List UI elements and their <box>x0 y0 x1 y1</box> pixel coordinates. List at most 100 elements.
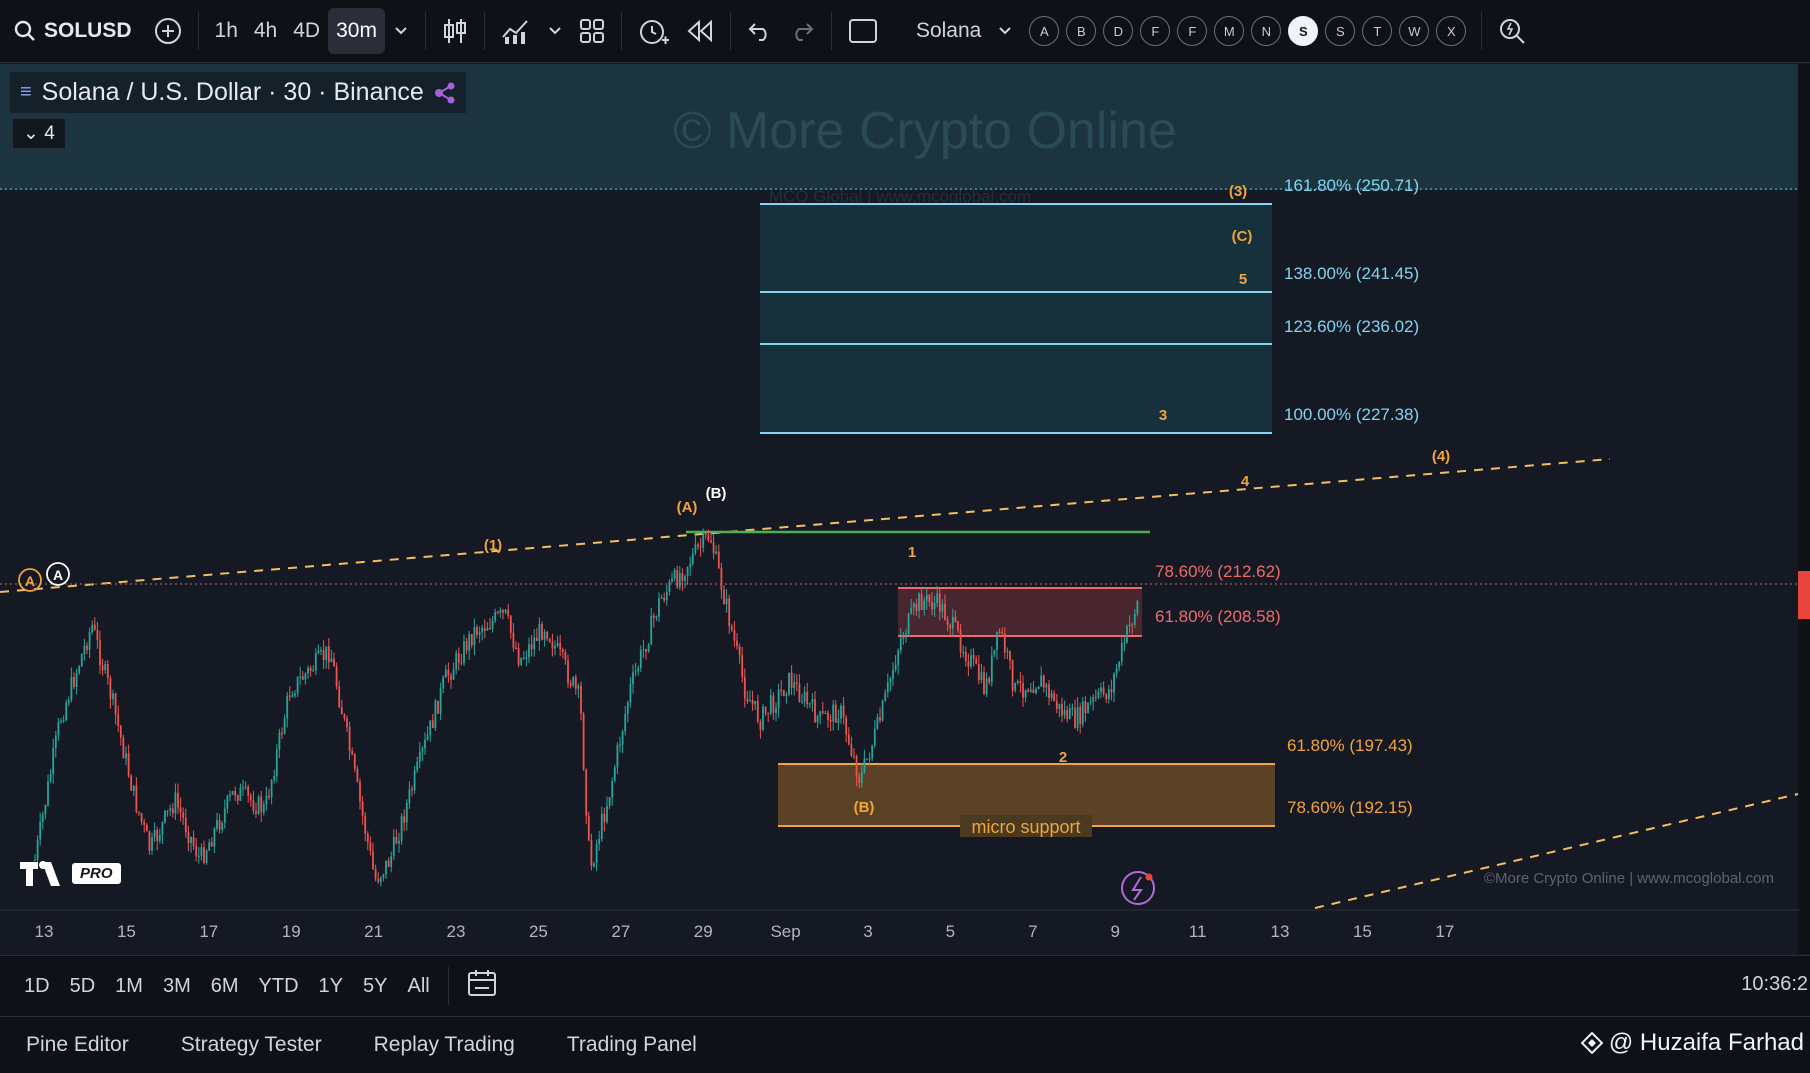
candle-body <box>741 655 744 677</box>
alert-button[interactable] <box>630 8 678 54</box>
symbol-search[interactable]: SOLUSD <box>0 0 146 62</box>
circle-button-b[interactable]: B <box>1066 16 1097 46</box>
candle-body <box>912 603 915 608</box>
top-toolbar: SOLUSD 1h 4h 4D 30m Solana A <box>0 0 1810 63</box>
layout-dropdown-button[interactable] <box>989 8 1021 54</box>
candle-body <box>998 631 1001 633</box>
candle-body <box>307 667 309 674</box>
circle-button-x[interactable]: X <box>1436 16 1467 46</box>
range-1y[interactable]: 1Y <box>318 974 344 997</box>
candle-body <box>1040 675 1043 687</box>
candle-body <box>528 644 530 658</box>
interval-dropdown-button[interactable] <box>385 8 417 54</box>
candle-body <box>335 666 338 687</box>
tab-strategy-tester[interactable]: Strategy Tester <box>180 1033 322 1056</box>
candle-body <box>1100 687 1102 692</box>
candle-body <box>125 753 127 759</box>
candle-body <box>408 789 411 804</box>
layouts-button[interactable] <box>571 8 613 54</box>
interval-1h[interactable]: 1h <box>214 19 238 42</box>
clock[interactable]: 10:36:2 <box>1741 973 1808 995</box>
indicators-button[interactable] <box>493 8 539 54</box>
tab-replay-trading[interactable]: Replay Trading <box>373 1033 515 1056</box>
candle-body <box>507 609 510 616</box>
candle-body <box>970 655 972 667</box>
interval-30m[interactable]: 30m <box>328 8 385 54</box>
candle-body <box>1136 601 1139 614</box>
fullscreen-button[interactable] <box>840 8 886 54</box>
quick-search-button[interactable] <box>1490 8 1534 54</box>
candle-body <box>96 629 99 641</box>
chart-type-button[interactable] <box>434 8 476 54</box>
circle-button-n[interactable]: N <box>1251 16 1282 46</box>
watermark-text: © More Crypto Online <box>673 102 1177 160</box>
circle-button-f[interactable]: F <box>1140 16 1171 46</box>
circle-button-f2[interactable]: F <box>1177 16 1208 46</box>
candle-body <box>918 593 920 611</box>
candle-body <box>684 575 686 581</box>
goto-date-button[interactable] <box>457 969 507 1003</box>
time-axis-tick-label: 3 <box>863 922 872 941</box>
tab-trading-panel[interactable]: Trading Panel <box>566 1033 697 1056</box>
candle-body <box>827 712 829 720</box>
chevron-down-icon <box>549 27 561 35</box>
candle-body <box>816 716 819 723</box>
range-5y[interactable]: 5Y <box>363 974 388 997</box>
range-1d[interactable]: 1D <box>24 974 50 997</box>
indicators-dropdown-button[interactable] <box>539 8 571 54</box>
price-scale-strip <box>1798 64 1810 954</box>
candle-body <box>668 581 671 592</box>
candle-body <box>351 750 354 755</box>
replay-button[interactable] <box>678 8 722 54</box>
wave-b-white-label: (B) <box>706 485 727 502</box>
candle-body <box>561 649 564 653</box>
candle-body <box>1011 660 1014 691</box>
candle-body <box>613 767 616 781</box>
range-ytd[interactable]: YTD <box>258 974 299 997</box>
interval-4d[interactable]: 4D <box>293 19 321 42</box>
candle-body <box>775 707 777 713</box>
redo-icon <box>795 23 814 41</box>
candle-body <box>460 662 463 664</box>
tab-pine-editor[interactable]: Pine Editor <box>26 1033 129 1056</box>
range-1m[interactable]: 1M <box>115 974 143 997</box>
menu-icon[interactable]: ≡ <box>20 81 32 103</box>
circle-button-d[interactable]: D <box>1103 16 1134 46</box>
circle-button-t[interactable]: T <box>1362 16 1393 46</box>
interval-4h[interactable]: 4h <box>253 19 278 42</box>
circle-button-a[interactable]: A <box>1029 16 1060 46</box>
range-3m[interactable]: 3M <box>162 974 191 997</box>
circle-button-m[interactable]: M <box>1214 16 1245 46</box>
candle-body <box>658 598 660 617</box>
candle-body <box>281 732 283 734</box>
candle-body <box>470 634 473 646</box>
redo-button[interactable] <box>781 8 823 54</box>
price-chart[interactable]: © More Crypto Online MCO Global | www.mc… <box>0 64 1810 954</box>
toolbar-divider <box>1481 12 1483 50</box>
share-icon[interactable] <box>434 82 456 104</box>
lightning-icon[interactable] <box>1121 871 1155 905</box>
circle-button-s-selected[interactable]: S <box>1288 16 1319 46</box>
series-legend[interactable]: ≡ Solana / U.S. Dollar · 30 · Binance <box>10 72 466 113</box>
candle-body <box>756 701 759 722</box>
circle-button-w[interactable]: W <box>1399 16 1430 46</box>
candle-body <box>184 817 187 833</box>
range-6m[interactable]: 6M <box>210 974 239 997</box>
undo-button[interactable] <box>739 8 781 54</box>
circle-button-s[interactable]: S <box>1325 16 1356 46</box>
candle-body <box>1097 691 1100 698</box>
candle-body <box>151 837 153 851</box>
candle-body <box>1102 687 1105 695</box>
candle-body <box>923 600 926 610</box>
range-5d[interactable]: 5D <box>69 974 96 997</box>
candle-body <box>515 647 517 649</box>
compare-add-button[interactable] <box>146 8 190 54</box>
candle-body <box>821 711 824 713</box>
layout-name[interactable]: Solana <box>915 19 982 42</box>
indicators-collapse-toggle[interactable]: ⌄ 4 <box>12 118 66 149</box>
candle-body <box>455 653 458 670</box>
range-all[interactable]: All <box>407 974 430 997</box>
candle-body <box>314 653 317 671</box>
candle-body <box>1133 613 1136 625</box>
candle-body <box>148 831 151 851</box>
